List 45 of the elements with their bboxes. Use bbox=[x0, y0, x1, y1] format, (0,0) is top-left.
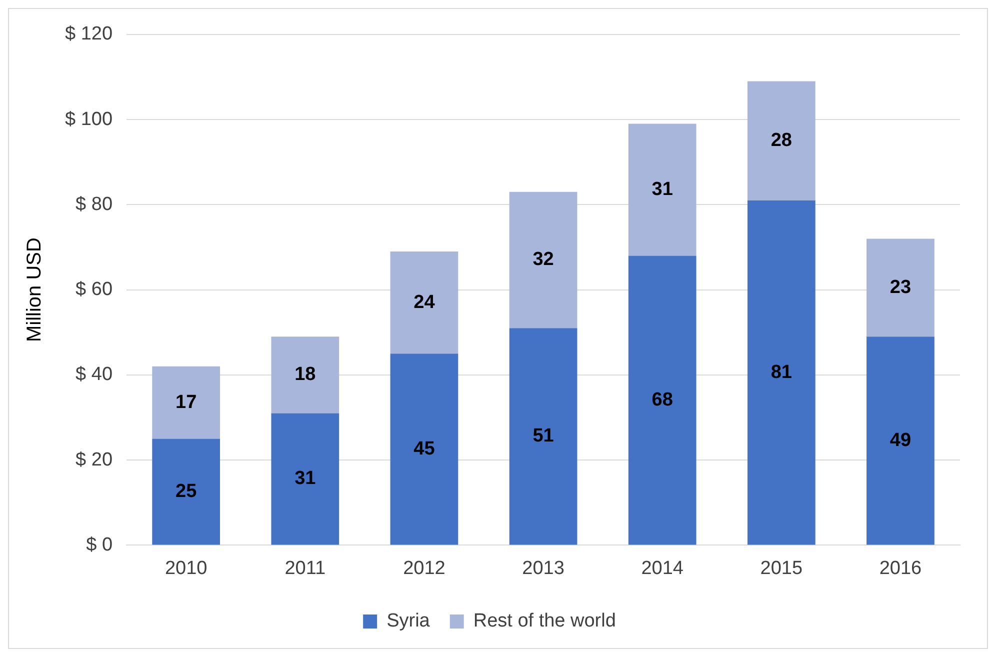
data-label: 32 bbox=[532, 249, 554, 270]
x-tick-label: 2013 bbox=[522, 558, 564, 579]
data-label: 45 bbox=[414, 438, 436, 460]
x-tick-label: 2016 bbox=[879, 558, 922, 579]
y-tick-label: $ 20 bbox=[76, 449, 113, 470]
bar bbox=[390, 251, 458, 354]
bar bbox=[747, 81, 816, 200]
bar bbox=[628, 124, 696, 256]
x-tick-label: 2010 bbox=[164, 558, 208, 579]
bar bbox=[390, 354, 458, 545]
y-axis-title: Million USD bbox=[24, 238, 46, 342]
bar bbox=[152, 366, 220, 439]
y-tick-label: $ 60 bbox=[76, 279, 113, 300]
bar bbox=[271, 336, 340, 414]
data-label: 18 bbox=[294, 364, 316, 386]
data-label: 28 bbox=[770, 130, 792, 152]
data-label: 68 bbox=[652, 389, 673, 410]
bar bbox=[866, 336, 934, 545]
y-tick-label: $ 80 bbox=[76, 194, 113, 215]
x-tick-label: 2011 bbox=[284, 558, 326, 579]
data-label: 23 bbox=[890, 276, 912, 298]
data-label: 51 bbox=[532, 426, 554, 447]
bar bbox=[866, 238, 934, 337]
bar bbox=[509, 192, 578, 328]
y-tick-label: $ 40 bbox=[76, 364, 113, 386]
x-tick-label: 2014 bbox=[641, 558, 684, 579]
legend-label: Syria bbox=[386, 610, 430, 632]
data-label: 17 bbox=[176, 392, 197, 413]
data-label: 24 bbox=[414, 292, 436, 313]
bar bbox=[152, 438, 220, 545]
data-label: 49 bbox=[890, 430, 912, 451]
data-label: 31 bbox=[652, 179, 674, 200]
data-label: 81 bbox=[770, 362, 792, 383]
bar bbox=[509, 328, 578, 545]
bar bbox=[747, 200, 816, 545]
data-label: 31 bbox=[294, 468, 316, 490]
bar bbox=[271, 413, 340, 545]
y-tick-label: $ 0 bbox=[86, 534, 113, 556]
legend-label: Rest of the world bbox=[473, 610, 616, 632]
x-tick-label: 2015 bbox=[760, 558, 803, 579]
bar bbox=[628, 256, 696, 545]
data-label: 25 bbox=[176, 480, 198, 502]
x-tick-label: 2012 bbox=[403, 558, 446, 579]
y-tick-label: $ 120 bbox=[65, 24, 113, 45]
y-tick-label: $ 100 bbox=[65, 108, 113, 130]
